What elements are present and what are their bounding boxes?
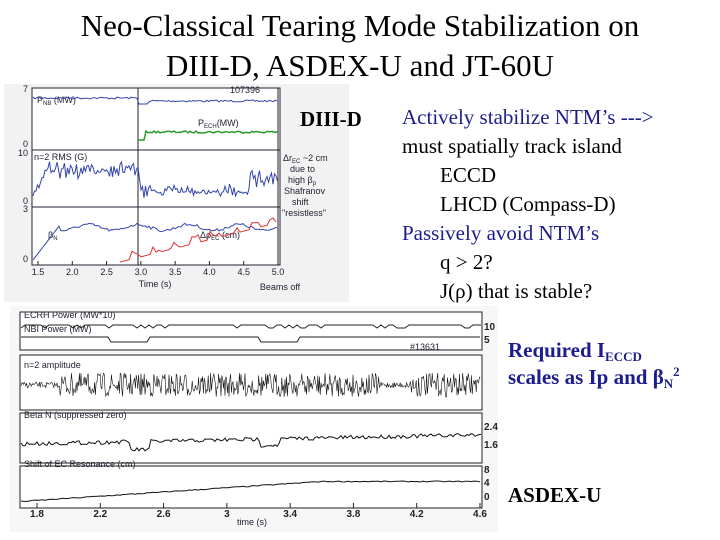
axis-label: time (s) xyxy=(237,517,267,527)
panel xyxy=(19,465,483,509)
plot-label: PECH(MW) xyxy=(198,118,239,130)
y-tick-label: 0 xyxy=(484,492,490,503)
trace xyxy=(21,336,480,343)
y-tick-label: 0 xyxy=(23,139,28,149)
plot-label: NBI Power (MW) xyxy=(24,324,92,334)
y-tick-label: 7 xyxy=(23,84,28,94)
x-tick-label: 3.5 xyxy=(169,267,182,277)
bullet-text: J(ρ) that is stable? xyxy=(440,279,592,303)
x-tick-label: 3 xyxy=(224,509,230,520)
title-line: DIII-D, ASDEX-U and JT-60U xyxy=(166,48,554,83)
asdex-plot: ECRH Power (MW*10) NBI Power (MW) n=2 am… xyxy=(10,306,498,532)
axis-label: Time (s) xyxy=(139,279,172,289)
x-tick-label: 4.2 xyxy=(410,509,424,520)
y-tick-label: 2.4 xyxy=(484,422,498,433)
shot-number: 107396 xyxy=(230,85,260,95)
required-line: scales as Ip and βN2 xyxy=(508,364,680,391)
trace xyxy=(32,222,278,261)
annotation: "resistless" xyxy=(282,208,326,218)
title-line: Neo-Classical Tearing Mode Stabilization… xyxy=(81,8,640,43)
bullet-text: ECCD xyxy=(440,163,496,187)
annotation: Beams off xyxy=(260,282,301,292)
y-tick-label: 4 xyxy=(484,478,490,489)
trace xyxy=(119,217,277,263)
bullet-list: Actively stabilize NTM’s ---> must spatia… xyxy=(402,105,654,303)
annotation: Shafranov xyxy=(284,186,326,196)
trace xyxy=(32,160,278,198)
shot-number: #13631 xyxy=(410,342,440,352)
trace xyxy=(20,372,481,398)
section-label: DIII-D xyxy=(300,107,362,131)
y-tick-label: 10 xyxy=(18,148,28,158)
section-label: ASDEX-U xyxy=(508,483,601,507)
panel xyxy=(31,206,281,266)
panel xyxy=(19,354,483,411)
y-tick-label: 10 xyxy=(484,322,496,333)
panel xyxy=(31,149,281,208)
y-tick-label: 0 xyxy=(23,196,28,206)
y-tick-label: 1.6 xyxy=(484,440,498,451)
bullet-text: Passively avoid NTM’s xyxy=(402,221,599,245)
plot-label: n=2 RMS (G) xyxy=(34,152,87,162)
x-tick-label: 2.6 xyxy=(157,509,171,520)
plot-label: PNB (MW) xyxy=(37,95,76,107)
bullet-text: q > 2? xyxy=(440,250,493,274)
trace xyxy=(32,96,278,105)
plot-label: Shift of EC Resonance (cm) xyxy=(24,459,136,469)
annotation: shift xyxy=(292,197,309,207)
plot-label: Beta N (suppressed zero) xyxy=(24,410,127,420)
x-tick-label: 2.0 xyxy=(66,267,79,277)
y-tick-label: 5 xyxy=(484,335,490,346)
x-tick-label: 2.5 xyxy=(100,267,113,277)
trace xyxy=(20,480,481,502)
x-tick-label: 4.5 xyxy=(237,267,250,277)
x-tick-label: 2.2 xyxy=(93,509,107,520)
plot-label: n=2 amplitude xyxy=(24,360,81,370)
x-tick-label: 4.0 xyxy=(203,267,216,277)
y-tick-label: 8 xyxy=(484,465,490,476)
plot-label: ECRH Power (MW*10) xyxy=(24,310,116,320)
panel xyxy=(19,311,483,351)
trace xyxy=(20,324,481,329)
y-tick-label: 0 xyxy=(23,254,28,264)
bullet-text: must spatially track island xyxy=(402,134,622,158)
plot-label: βN xyxy=(48,230,58,242)
annotation: ΔrEC ~2 cm xyxy=(283,153,328,165)
bullet-text: LHCD (Compass-D) xyxy=(440,192,616,216)
required-line: Required IECCD xyxy=(508,338,642,364)
x-tick-label: 1.5 xyxy=(32,267,45,277)
trace xyxy=(138,129,279,141)
x-tick-label: 3.0 xyxy=(135,267,148,277)
x-tick-label: 3.4 xyxy=(283,509,297,520)
x-tick-label: 5.0 xyxy=(272,267,285,277)
trace xyxy=(20,433,482,452)
annotation: high βp xyxy=(288,175,317,187)
x-tick-label: 4.6 xyxy=(473,509,487,520)
diiid-plot: 107396 PNB (MW) PECH(MW) n=2 RMS (G) ΔrE… xyxy=(4,84,349,302)
bullet-text: Actively stabilize NTM’s ---> xyxy=(402,105,654,129)
x-tick-label: 1.8 xyxy=(30,509,44,520)
annotation: due to xyxy=(290,164,315,174)
x-tick-label: 3.8 xyxy=(346,509,360,520)
y-tick-label: 3 xyxy=(23,204,28,214)
